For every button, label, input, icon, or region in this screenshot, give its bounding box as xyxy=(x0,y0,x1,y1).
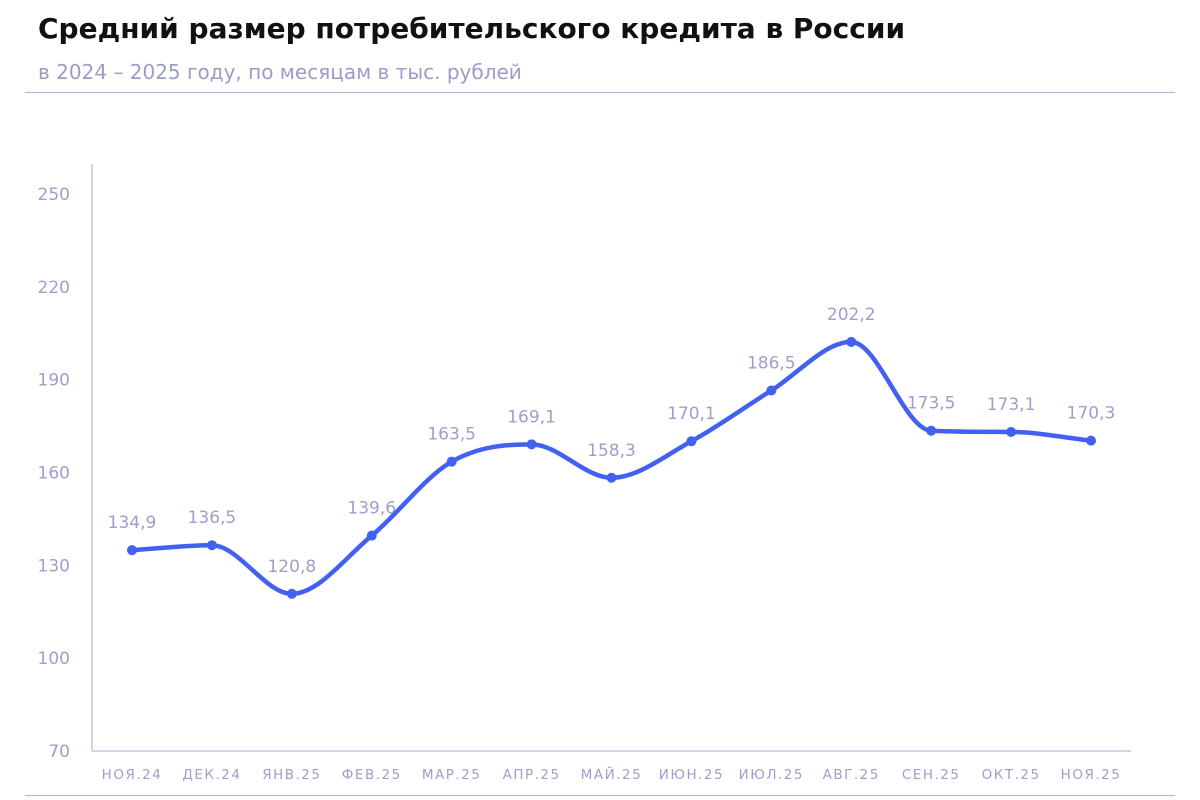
x-tick-label: ИЮЛ.25 xyxy=(739,767,804,783)
x-tick-label: ОКТ.25 xyxy=(982,767,1041,783)
data-label: 158,3 xyxy=(587,441,636,461)
y-tick-label: 220 xyxy=(38,278,70,298)
x-tick-label: МАЙ.25 xyxy=(581,765,642,783)
data-label: 120,8 xyxy=(267,557,316,577)
data-point xyxy=(366,530,377,541)
footer-divider xyxy=(25,795,1175,796)
y-tick-label: 100 xyxy=(38,649,70,669)
data-point xyxy=(766,385,777,396)
data-labels: 134,9 136,5 120,8 139,6 163,5 169,1 158,3 170,1… xyxy=(108,305,1116,577)
data-label: 173,1 xyxy=(987,395,1036,415)
x-tick-label: ФЕВ.25 xyxy=(342,767,402,783)
x-tick-label: ИЮН.25 xyxy=(659,767,724,783)
data-label: 173,5 xyxy=(907,394,956,414)
data-label: 202,2 xyxy=(827,305,876,325)
data-point xyxy=(446,456,457,467)
data-point xyxy=(206,540,217,551)
data-label: 170,1 xyxy=(667,404,716,424)
y-axis-ticks: 70 100 130 160 190 220 250 xyxy=(38,185,70,762)
data-label: 136,5 xyxy=(188,508,237,528)
x-tick-label: МАР.25 xyxy=(422,767,482,783)
data-point xyxy=(846,336,857,347)
x-tick-label: АПР.25 xyxy=(503,767,561,783)
y-tick-label: 130 xyxy=(38,556,70,576)
data-label: 186,5 xyxy=(747,353,796,373)
x-tick-label: ЯНВ.25 xyxy=(262,767,321,783)
x-tick-label: ДЕК.24 xyxy=(182,767,241,783)
data-point xyxy=(286,588,297,599)
data-point xyxy=(926,425,937,436)
chart-axes xyxy=(91,164,1131,752)
data-point xyxy=(1006,426,1017,437)
y-tick-label: 160 xyxy=(38,464,70,484)
data-point xyxy=(1086,435,1096,446)
chart-subtitle: в 2024 – 2025 году, по месяцам в тыс. ру… xyxy=(38,60,522,84)
x-tick-label: НОЯ.24 xyxy=(102,767,163,783)
y-tick-label: 250 xyxy=(38,185,70,205)
x-tick-label: НОЯ.25 xyxy=(1061,767,1122,783)
x-tick-label: СЕН.25 xyxy=(902,767,961,783)
header-divider xyxy=(25,92,1175,93)
x-tick-label: АВГ.25 xyxy=(823,767,880,783)
data-point xyxy=(127,545,137,556)
data-point xyxy=(606,472,617,483)
data-label: 134,9 xyxy=(108,513,157,533)
data-points xyxy=(127,336,1096,599)
data-point xyxy=(526,439,537,450)
data-label: 169,1 xyxy=(507,407,556,427)
data-label: 163,5 xyxy=(427,425,476,445)
x-axis-ticks: НОЯ.24 ДЕК.24 ЯНВ.25 ФЕВ.25 МАР.25 АПР.25 МАЙ.… xyxy=(102,765,1122,783)
data-label: 139,6 xyxy=(347,499,396,519)
y-tick-label: 70 xyxy=(48,742,70,762)
y-tick-label: 190 xyxy=(38,371,70,391)
data-point xyxy=(686,436,697,447)
data-label: 170,3 xyxy=(1067,404,1116,424)
chart-title: Средний размер потребительского кредита … xyxy=(38,12,906,45)
